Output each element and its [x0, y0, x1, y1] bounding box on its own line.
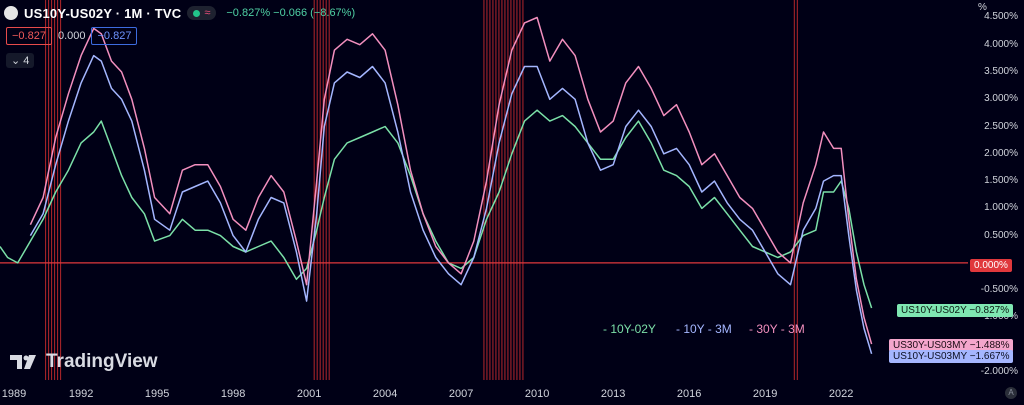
status-dot-icon: [193, 9, 201, 17]
y-tick-label: 3.500%: [984, 66, 1018, 77]
price-tag: US10Y-US03MY −1.667%: [889, 350, 1014, 363]
y-tick-label: 2.000%: [984, 147, 1018, 159]
y-tick-label: 2.500%: [984, 120, 1018, 132]
price-tag: 0.000%: [970, 259, 1012, 272]
price-change: −0.827% −0.066 (−8.67%): [226, 7, 355, 19]
tv-logo-icon: [10, 355, 36, 369]
y-tick-label: -0.500%: [980, 284, 1018, 296]
y-axis-unit: %: [978, 2, 987, 13]
x-tick-label: 1995: [144, 388, 170, 400]
x-tick-label: 2022: [828, 388, 854, 400]
change-absolute: −0.066 (−8.67%): [273, 7, 356, 19]
y-tick-label: 1.500%: [984, 175, 1018, 187]
x-tick-label: 2007: [448, 388, 474, 400]
legend-item: - 10Y - 3M: [676, 322, 732, 336]
indicators-count: 4: [23, 55, 30, 67]
legend-item: - 30Y - 3M: [749, 322, 805, 336]
y-tick-label: -2.000%: [980, 366, 1018, 377]
logo-text: TradingView: [46, 351, 158, 372]
x-tick-label: 1989: [1, 388, 27, 400]
series-line-2: [29, 16, 873, 345]
wave-icon: ≈: [204, 7, 211, 19]
series-lines: [0, 16, 873, 355]
symbol-title[interactable]: US10Y-US02Y · 1M · TVC: [24, 5, 182, 21]
y-tick-label: 4.000%: [984, 38, 1018, 50]
indicator-pill[interactable]: ≈: [187, 6, 217, 20]
y-tick-label: 3.000%: [984, 93, 1018, 105]
symbol-icon: [4, 6, 18, 20]
x-tick-label: 2004: [372, 388, 398, 400]
x-tick-label: 1998: [220, 388, 246, 400]
chevron-down-icon: ⌄: [11, 55, 21, 67]
tradingview-logo: TradingView: [10, 351, 158, 373]
series-line-1: [29, 54, 873, 355]
x-tick-label: 2016: [676, 388, 702, 400]
y-tick-label: 0.500%: [984, 229, 1018, 241]
legend-item: - 10Y-02Y: [603, 322, 656, 336]
y-tick-label: 4.500%: [984, 11, 1018, 23]
chart-header: US10Y-US02Y · 1M · TVC ≈ −0.827% −0.066 …: [4, 3, 355, 23]
trade-row: −0.827 0.000 −0.827: [6, 27, 138, 45]
x-tick-label: 2010: [524, 388, 550, 400]
x-tick-label: 2019: [752, 388, 778, 400]
spread-value: 0.000: [57, 30, 86, 42]
series-line-0: [0, 109, 873, 309]
price-tag: US30Y-US03MY −1.488%: [889, 339, 1014, 352]
buy-button[interactable]: −0.827: [91, 27, 138, 45]
x-tick-label: 1992: [68, 388, 94, 400]
sell-button[interactable]: −0.827: [6, 27, 52, 45]
indicators-toggle[interactable]: ⌄ 4: [6, 53, 35, 68]
y-tick-label: 1.000%: [984, 202, 1018, 214]
change-percent: −0.827%: [226, 7, 271, 19]
x-tick-label: 2013: [600, 388, 626, 400]
auto-scale-icon[interactable]: A: [1005, 387, 1017, 399]
x-tick-label: 2001: [296, 388, 322, 400]
price-tag: US10Y-US02Y −0.827%: [897, 304, 1014, 317]
